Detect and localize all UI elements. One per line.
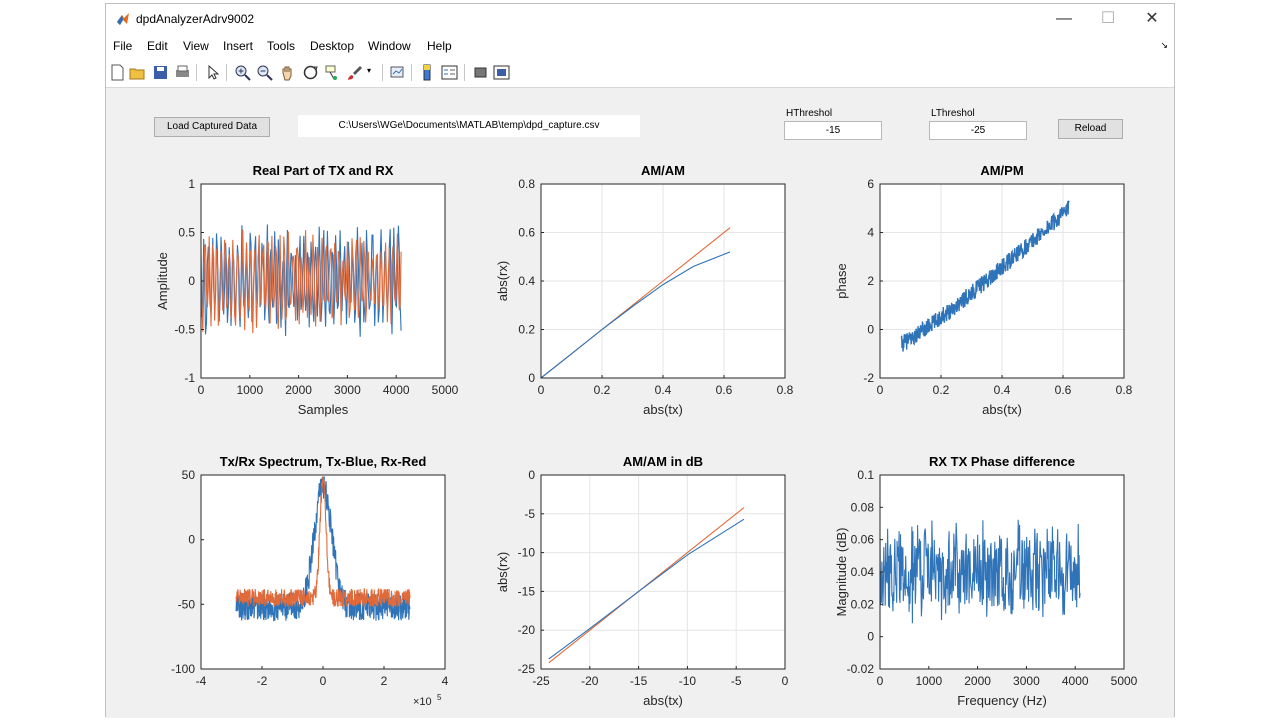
figure-toolbar: ▾ <box>106 57 1174 88</box>
load-captured-data-button[interactable]: Load Captured Data <box>154 117 270 137</box>
pan-hand-icon[interactable] <box>279 64 296 81</box>
menu-tools[interactable]: Tools <box>267 39 296 53</box>
toolbar-separator <box>196 64 197 81</box>
file-path-field: C:\Users\WGe\Documents\MATLAB\temp\dpd_c… <box>298 115 640 137</box>
brush-dropdown-icon[interactable]: ▾ <box>367 66 372 75</box>
legend-icon[interactable] <box>441 64 458 81</box>
figure-content: Load Captured Data C:\Users\WGe\Document… <box>106 88 1174 718</box>
maximize-button[interactable]: ☐ <box>1100 10 1116 27</box>
print-icon[interactable] <box>174 64 191 81</box>
hide-plot-tools-icon[interactable] <box>472 64 489 81</box>
menu-bar: File Edit View Insert Tools Desktop Wind… <box>106 35 1174 57</box>
data-cursor-icon[interactable] <box>324 64 341 81</box>
minimize-button[interactable]: — <box>1056 10 1072 27</box>
zoom-in-icon[interactable] <box>234 64 251 81</box>
title-bar: dpdAnalyzerAdrv9002 — ☐ ✕ <box>106 4 1174 35</box>
menu-desktop[interactable]: Desktop <box>310 39 355 53</box>
brush-icon[interactable] <box>347 64 364 81</box>
menu-edit[interactable]: Edit <box>147 39 168 53</box>
lthreshold-label: LThreshol <box>931 108 975 119</box>
toolbar-separator <box>464 64 465 81</box>
save-icon[interactable] <box>152 64 169 81</box>
lthreshold-input[interactable]: -25 <box>929 121 1027 140</box>
colorbar-icon[interactable] <box>419 64 436 81</box>
zoom-out-icon[interactable] <box>256 64 273 81</box>
reload-button[interactable]: Reload <box>1058 119 1123 139</box>
matlab-logo-icon <box>117 13 129 25</box>
select-arrow-icon[interactable] <box>204 64 221 81</box>
toolbar-separator <box>411 64 412 81</box>
window-title: dpdAnalyzerAdrv9002 <box>136 12 255 26</box>
figure-window: dpdAnalyzerAdrv9002 — ☐ ✕ File Edit View… <box>105 3 1175 718</box>
rotate-3d-icon[interactable] <box>302 64 319 81</box>
menu-help[interactable]: Help <box>427 39 452 53</box>
hthreshold-label: HThreshol <box>786 108 833 119</box>
menu-insert[interactable]: Insert <box>223 39 254 53</box>
new-figure-icon[interactable] <box>109 64 126 81</box>
hthreshold-input[interactable]: -15 <box>784 121 882 140</box>
show-plot-tools-icon[interactable] <box>493 64 510 81</box>
menu-file[interactable]: File <box>113 39 133 53</box>
toolbar-separator <box>382 64 383 81</box>
close-button[interactable]: ✕ <box>1145 10 1159 27</box>
open-icon[interactable] <box>129 64 146 81</box>
link-plot-icon[interactable] <box>389 64 406 81</box>
menu-view[interactable]: View <box>183 39 209 53</box>
menu-window[interactable]: Window <box>368 39 411 53</box>
toolbar-separator <box>226 64 227 81</box>
dock-arrow-icon[interactable]: ↘ <box>1160 40 1168 50</box>
